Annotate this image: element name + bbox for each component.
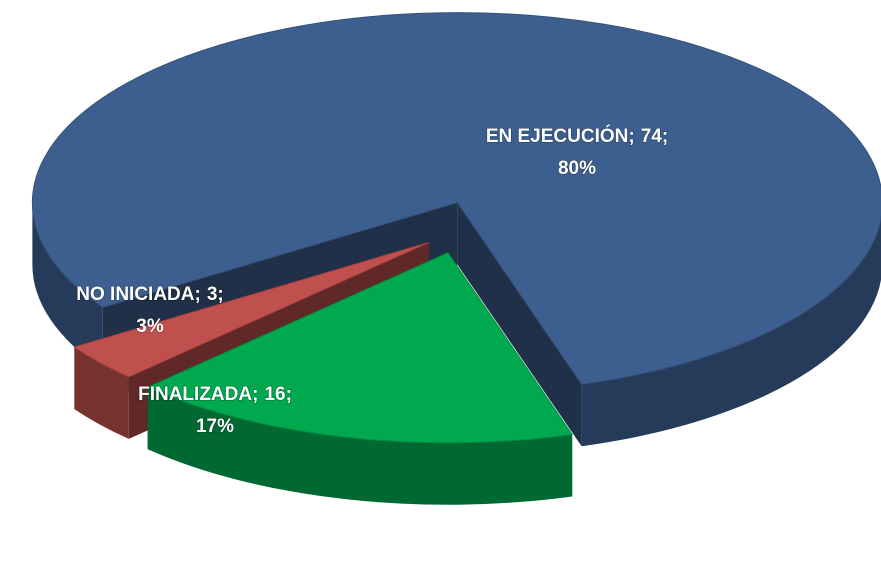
slice-wall [32, 202, 103, 370]
data-label: NO INICIADA; 3; 3% [76, 284, 223, 337]
label-value: 3 [207, 284, 218, 305]
label-value: 74 [641, 126, 663, 147]
slice [31, 12, 881, 385]
label-separator: ; [217, 284, 223, 305]
slice-wall [147, 387, 573, 505]
label-category: EN EJECUCIÓN [486, 125, 629, 147]
slice-side [457, 202, 582, 447]
slice [146, 252, 574, 444]
label-separator: ; [662, 126, 668, 147]
label-separator: ; [195, 284, 201, 305]
slice [73, 241, 430, 378]
label-percent: 3% [136, 316, 164, 337]
label-category: FINALIZADA [138, 384, 252, 405]
data-label: EN EJECUCIÓN; 74; 80% [486, 125, 668, 179]
label-percent: 80% [558, 158, 596, 179]
label-separator: ; [252, 384, 258, 405]
slice-wall [74, 347, 129, 439]
data-label: FINALIZADA; 16; 17% [138, 384, 292, 437]
slice-wall [581, 217, 881, 447]
label-value: 16 [264, 384, 285, 405]
label-separator: ; [286, 384, 292, 405]
slice-side [74, 242, 429, 410]
label-percent: 17% [196, 416, 234, 437]
label-category: NO INICIADA [76, 284, 195, 305]
label-separator: ; [628, 126, 634, 147]
